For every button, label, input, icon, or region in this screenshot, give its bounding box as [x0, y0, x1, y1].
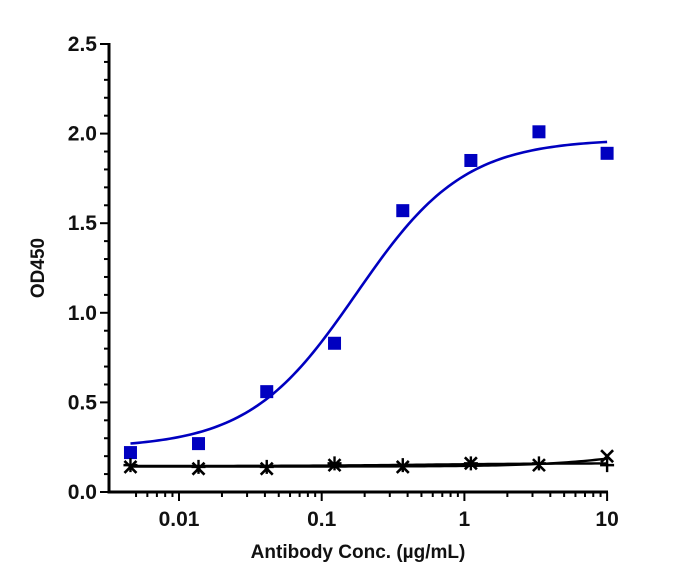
series-antibody [123, 125, 614, 460]
data-markers [123, 125, 615, 476]
square-marker [328, 336, 342, 350]
y-tick-label: 0.0 [68, 481, 97, 504]
series-control-2 [123, 456, 615, 474]
y-tick-label: 1.0 [68, 302, 97, 325]
x-tick-label: 0.01 [159, 508, 200, 531]
fit-curves [130, 140, 608, 468]
plus-marker [395, 458, 410, 473]
fit-curve-antibody [130, 140, 608, 445]
plus-marker [531, 456, 546, 471]
fit-curve-control-1 [130, 457, 608, 468]
y-tick-label: 2.5 [68, 33, 98, 56]
y-axis-title: OD450 [28, 238, 49, 298]
plus-marker [259, 459, 274, 474]
square-marker [260, 385, 274, 399]
y-tick-label: 0.5 [68, 391, 98, 414]
plus-marker [191, 459, 206, 474]
square-marker [600, 146, 614, 160]
plus-marker [123, 458, 138, 473]
x-marker [600, 449, 615, 464]
plus-marker [327, 456, 342, 471]
x-tick-label: 10 [595, 508, 618, 531]
square-marker [192, 437, 206, 451]
y-tick-label: 2.0 [68, 123, 97, 146]
plus-marker [463, 456, 478, 471]
x-axis: 0.01 0.1 1 10 [107, 490, 619, 531]
plus-marker [600, 458, 615, 473]
square-marker [464, 153, 478, 167]
y-axis: 0.0 0.5 1.0 1.5 2.0 2.5 [68, 33, 111, 504]
x-tick-label: 1 [459, 508, 471, 531]
x-axis-title: Antibody Conc. (µg/mL) [251, 542, 466, 563]
y-tick-label: 1.5 [68, 212, 98, 235]
x-tick-label: 0.1 [307, 508, 337, 531]
square-marker [123, 446, 137, 460]
square-marker [532, 125, 546, 139]
square-marker [396, 204, 410, 218]
